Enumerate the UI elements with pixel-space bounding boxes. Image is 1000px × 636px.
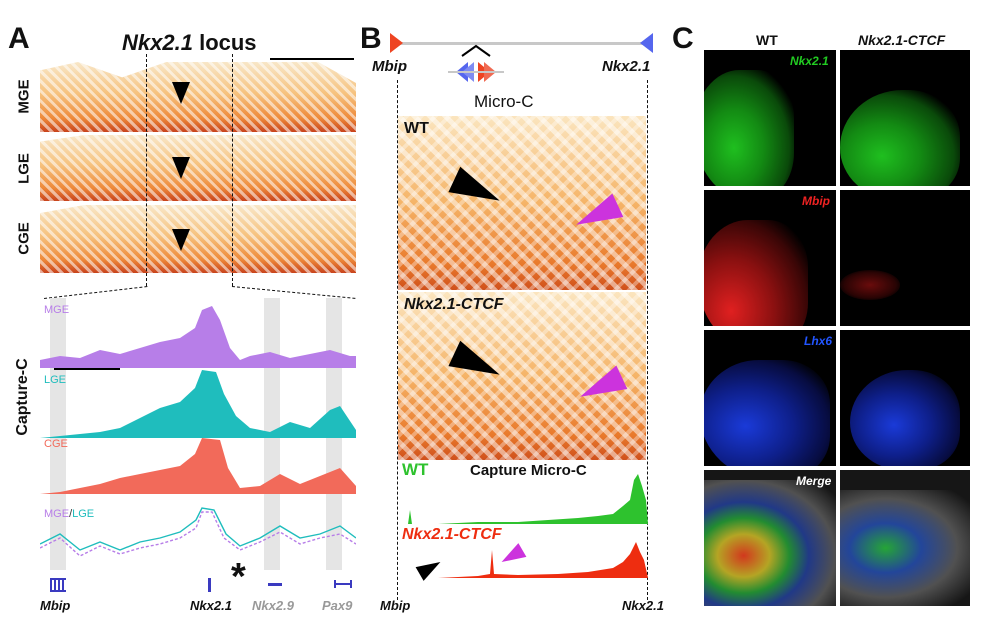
asterisk: * [231,556,246,598]
tissue-signal [840,270,900,300]
track-cge [40,438,356,494]
dashed-line-left [146,54,147,286]
capture-c-label: Capture-C [14,358,31,436]
column-label-mutant: Nkx2.1-CTCF [858,32,946,48]
dashed-diag-right [231,286,356,299]
capture-mutant-label: Nkx2.1-CTCF [402,526,502,543]
image-mbip-mutant [840,190,970,326]
gene-model-nkx29 [268,583,282,586]
arrowhead-black [448,166,506,214]
heatmap-lge-fill [40,135,356,201]
row-label-lhx6: Lhx6 [804,334,833,348]
image-merge-mutant [840,470,970,606]
overlay-mge-line [40,511,356,557]
row-label-cge: CGE [15,222,33,255]
panel-b-letter: B [360,22,382,55]
arrowhead-magenta [574,365,628,409]
overlay-lge-line [40,507,356,551]
micro-c-title: Micro-C [474,92,534,111]
title-rest: locus [199,30,257,55]
map-label-mutant: Nkx2.1-CTCF [404,296,504,313]
bottom-label-mbip: Mbip [380,598,411,613]
heatmap-mge-fill [40,62,356,132]
row-label-merge: Merge [796,474,832,488]
gene-label-pax9: Pax9 [322,598,353,613]
track-mge [40,306,356,368]
microc-map-wt: WT [398,116,646,290]
tissue-signal [704,360,830,466]
capture-tracks-svg [40,306,356,557]
ctcf-arrow-left [390,33,403,53]
dashed-line-right [232,54,233,286]
image-mbip-wt [704,190,836,326]
ctcf-arrow-right [640,33,653,53]
track-label-mge: MGE [44,304,70,316]
heatmap-cge-fill [40,205,356,273]
capture-mutant-track [398,542,648,578]
arrowhead-black [172,82,190,104]
overlay-label: MGE/LGE [44,508,94,520]
overlay-label-sep: / [69,508,73,520]
track-label-cge: CGE [44,438,68,450]
title-gene: Nkx2.1 [122,30,193,55]
arrowhead-black [448,340,506,388]
tissue-signal [840,90,960,186]
panel-a-letter: A [8,22,30,55]
scale-bar-mid [54,368,120,370]
locus-label-nkx21: Nkx2.1 [602,58,651,75]
track-label-lge: LGE [44,374,67,386]
image-lhx6-wt [704,330,836,466]
capture-wt-label: WT [402,460,429,479]
locus-line [396,42,648,45]
image-lhx6-mutant [840,330,970,466]
tissue-signal [704,220,808,326]
gene-label-mbip: Mbip [40,598,71,613]
image-nkx21-wt [704,50,836,186]
tissue-signal [704,70,794,186]
column-label-wt: WT [756,32,778,48]
heatmap-lge [40,135,356,201]
tissue-signal [840,490,970,606]
tissue-signal [850,370,960,466]
arrowhead-magenta [570,193,624,237]
dashed-line-b-left [397,80,398,600]
row-label-nkx21: Nkx2.1 [790,54,829,68]
gene-model-mbip [50,578,66,592]
row-label-mbip: Mbip [802,194,830,208]
scale-bar-top [270,58,354,60]
gene-model-nkx21 [208,578,211,592]
gene-model-pax9 [334,580,352,588]
row-label-lge: LGE [15,153,33,184]
gene-label-nkx29: Nkx2.9 [252,598,294,613]
panel-c-letter: C [672,22,694,55]
capture-wt-track [398,474,648,524]
dashed-line-b-right [647,80,648,600]
image-merge-wt [704,470,836,606]
microc-map-mutant: Nkx2.1-CTCF [398,292,646,460]
bottom-label-nkx21: Nkx2.1 [622,598,664,613]
capture-track-area [40,298,356,570]
track-lge [40,370,356,438]
heatmap-cge [40,205,356,273]
ctcf-insertion-icon [448,44,504,82]
gene-label-nkx21: Nkx2.1 [190,598,232,613]
heatmap-mge [40,62,356,132]
arrowhead-black [172,157,190,179]
image-nkx21-mutant [840,50,970,186]
overlay-label-lge: LGE [72,508,95,520]
map-label-wt: WT [404,120,429,137]
tissue-signal [704,480,836,606]
row-label-mge: MGE [15,79,33,114]
panel-a-title: Nkx2.1 locus [122,30,257,56]
overlay-label-mge: MGE [44,508,70,520]
locus-label-mbip: Mbip [372,58,407,75]
arrowhead-black [172,229,190,251]
capture-micro-c-title: Capture Micro-C [470,462,587,479]
